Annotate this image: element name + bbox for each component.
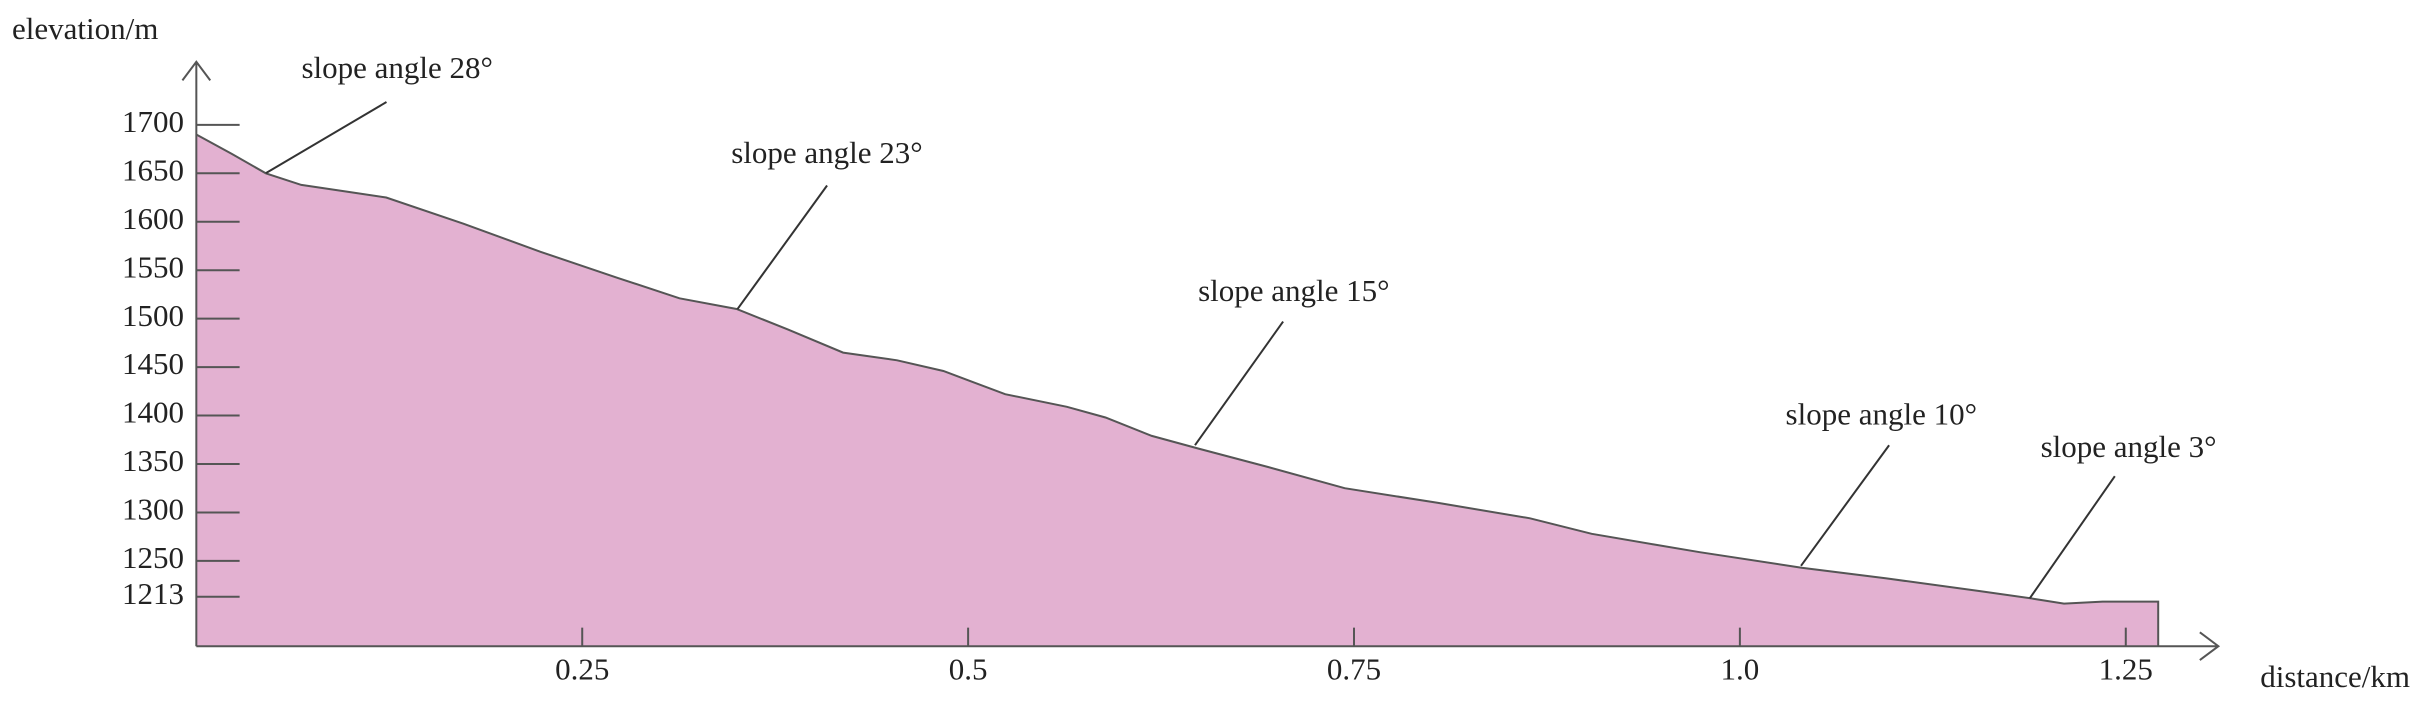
y-tick-label: 1213 (122, 576, 184, 611)
x-axis (196, 631, 2221, 661)
y-axis (181, 60, 212, 647)
y-tick-label: 1550 (122, 249, 184, 284)
area (196, 134, 2159, 647)
y-tick-label: 1450 (122, 346, 184, 381)
annotation: slope angle 10° (1786, 397, 1977, 432)
x-tick-label: 0.75 (1327, 652, 1381, 687)
y-axis-label: elevation/m (12, 11, 158, 46)
y-tick-label: 1700 (122, 104, 184, 139)
y-tick-label: 1600 (122, 201, 184, 236)
y-tick-label: 1400 (122, 395, 184, 430)
area-outline (195, 133, 2160, 647)
y-tick-label: 1300 (122, 492, 184, 527)
leader-line (1194, 320, 1284, 446)
annotation: slope angle 23° (731, 135, 922, 170)
leader-line (265, 101, 387, 175)
y-tick-label: 1250 (122, 540, 184, 575)
annotation: slope angle 15° (1198, 273, 1389, 308)
leader-line (736, 184, 828, 310)
x-axis-label: distance/km (2260, 659, 2410, 694)
x-tick-label: 0.5 (949, 652, 988, 687)
leader-line (1800, 444, 1890, 567)
leader-line (2028, 475, 2116, 599)
annotation: slope angle 3° (2041, 429, 2217, 464)
y-tick-label: 1650 (122, 152, 184, 187)
y-tick-label: 1500 (122, 298, 184, 333)
x-tick-label: 1.25 (2099, 652, 2153, 687)
x-tick-label: 0.25 (555, 652, 609, 687)
x-tick-label: 1.0 (1721, 652, 1760, 687)
y-tick-label: 1350 (122, 443, 184, 478)
annotation: slope angle 28° (301, 50, 492, 85)
